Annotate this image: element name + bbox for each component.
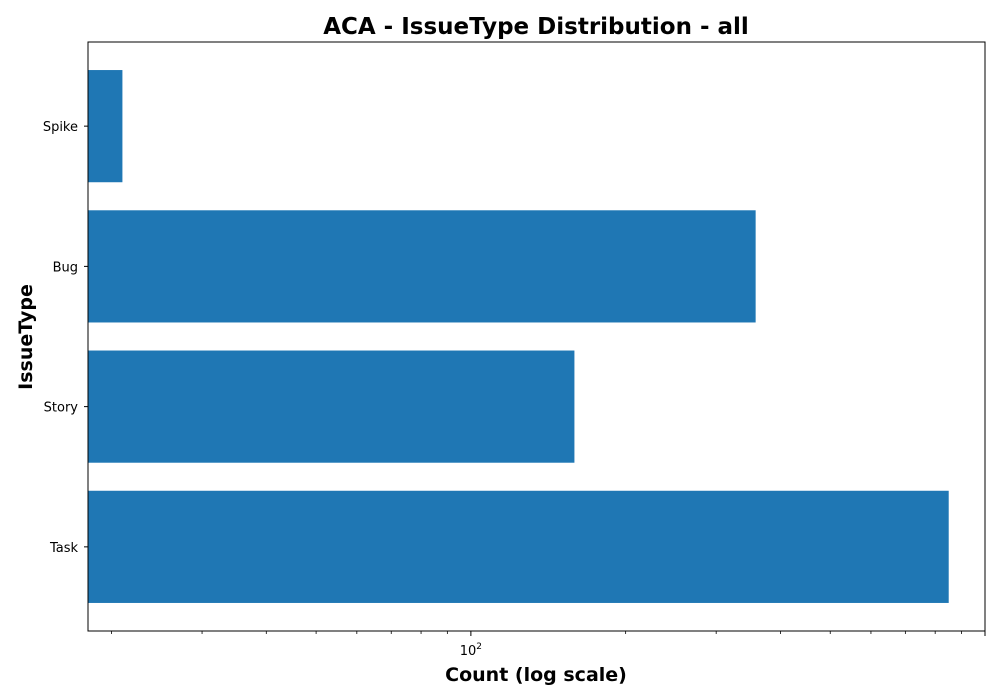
bars-group [88, 70, 949, 603]
x-axis-ticks: 102 [111, 631, 986, 659]
chart-title: ACA - IssueType Distribution - all [323, 14, 749, 40]
bar-bug [88, 210, 756, 323]
y-tick-label-bug: Bug [53, 260, 78, 275]
y-axis-label: IssueType [15, 284, 37, 390]
bar-spike [88, 70, 123, 183]
bar-task [88, 490, 949, 603]
y-tick-label-spike: Spike [43, 120, 78, 135]
x-axis-label: Count (log scale) [445, 664, 627, 686]
y-tick-label-story: Story [44, 401, 79, 416]
plot-frame [87, 41, 986, 632]
y-axis-ticks: Task Story Bug Spike [43, 120, 88, 556]
x-tick-label-100: 102 [460, 642, 482, 659]
y-tick-label-task: Task [49, 541, 79, 556]
bar-story [88, 350, 575, 463]
